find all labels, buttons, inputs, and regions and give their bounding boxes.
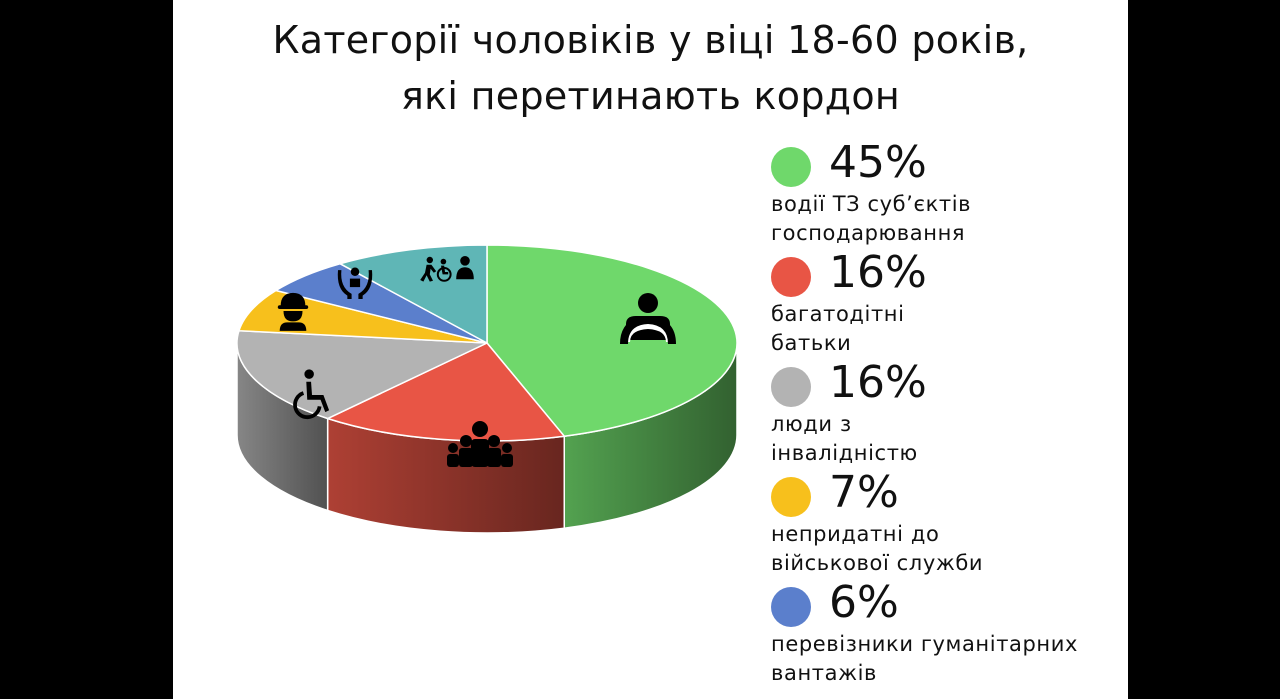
legend-label-line: батьки <box>771 331 852 355</box>
legend-label: багатодітні батьки <box>771 300 1111 358</box>
legend-row: 16% <box>771 248 1111 300</box>
legend-label-line: перевізники гуманітарних <box>771 632 1079 656</box>
legend-row: 7% <box>771 468 1111 520</box>
legend-swatch <box>771 147 811 187</box>
pie-slice-1 <box>325 342 566 442</box>
legend-swatch <box>771 367 811 407</box>
worker-icon <box>277 292 309 331</box>
legend-label: водії ТЗ суб’єктів господарювання <box>771 190 1111 248</box>
large-family-icon <box>447 421 513 467</box>
legend-label: перевізники гуманітарних вантажів <box>771 630 1111 688</box>
legend-swatch <box>771 587 811 627</box>
chart-title: Категорії чоловіків у віці 18-60 років, … <box>173 12 1128 124</box>
legend-row: 16% <box>771 358 1111 410</box>
legend-label-line: військової служби <box>771 551 984 575</box>
legend-label: люди з інвалідністю <box>771 410 1111 468</box>
legend-item: 16% багатодітні батьки <box>771 248 1111 358</box>
legend-percent: 16% <box>829 357 927 408</box>
legend-label-line: вантажів <box>771 661 878 685</box>
pie-slice-5 <box>338 244 488 345</box>
legend-swatch <box>771 477 811 517</box>
legend-percent: 45% <box>829 137 927 188</box>
driver-icon <box>620 293 676 344</box>
legend-row: 6% <box>771 578 1111 630</box>
pie-chart <box>236 244 738 534</box>
legend-label: непридатні до військової служби <box>771 520 1111 578</box>
legend-label-line: водії ТЗ суб’єктів <box>771 192 972 216</box>
legend-percent: 16% <box>829 247 927 298</box>
legend-label-line: непридатні до <box>771 522 940 546</box>
slide: Категорії чоловіків у віці 18-60 років, … <box>173 0 1128 699</box>
legend-percent: 6% <box>829 577 899 628</box>
legend-item: 45% водії ТЗ суб’єктів господарювання <box>771 138 1111 248</box>
legend-label-line: господарювання <box>771 221 966 245</box>
legend-item: 6% перевізники гуманітарних вантажів <box>771 578 1111 688</box>
legend-swatch <box>771 257 811 297</box>
legend-item: 16% люди з інвалідністю <box>771 358 1111 468</box>
legend-label-line: інвалідністю <box>771 441 918 465</box>
legend-item: 7% непридатні до військової служби <box>771 468 1111 578</box>
legend-label-line: люди з <box>771 412 852 436</box>
wheelchair-icon <box>293 369 330 420</box>
title-line-1: Категорії чоловіків у віці 18-60 років, <box>272 18 1029 62</box>
legend-row: 45% <box>771 138 1111 190</box>
pie-slice-0 <box>486 244 738 438</box>
title-line-2: які перетинають кордон <box>400 74 901 118</box>
humanitarian-aid-icon <box>337 267 373 299</box>
legend-label-line: багатодітні <box>771 302 905 326</box>
legend-percent: 7% <box>829 467 899 518</box>
caregiver-icon <box>420 256 474 282</box>
